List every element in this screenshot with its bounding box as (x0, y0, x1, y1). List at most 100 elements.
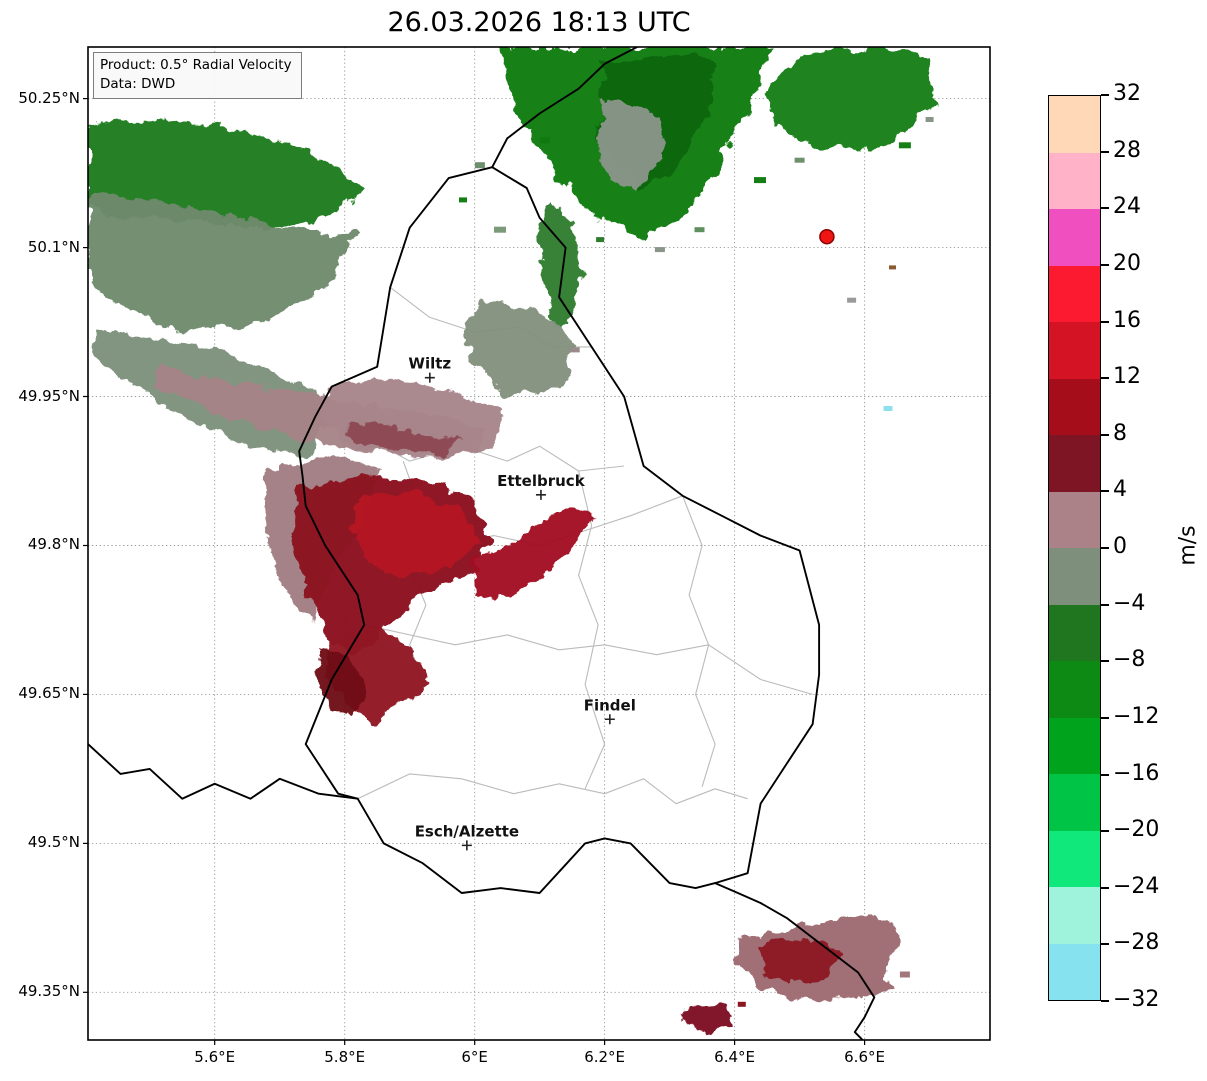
colorbar-tick-mark (1101, 1000, 1109, 1002)
colorbar-segment (1049, 604, 1100, 661)
colorbar-tick-mark (1101, 943, 1109, 946)
colorbar-tick-mark (1101, 547, 1109, 549)
city-markers: Wiltz Ettelbruck Findel Esch/Alzette (408, 355, 636, 851)
y-axis-tick-label: 49.95°N (18, 386, 80, 405)
colorbar-segment (1049, 774, 1100, 831)
radar-echo-north-gray-spot (600, 99, 666, 190)
y-axis-tick-label: 50.25°N (18, 88, 80, 107)
y-axis-tick-label: 49.8°N (27, 535, 80, 554)
colorbar-tick-mark (1101, 377, 1109, 380)
city-marker-findel (604, 714, 615, 725)
colorbar-segment (1049, 209, 1100, 266)
colorbar-segment (1049, 717, 1100, 774)
velocity-colorbar (1048, 95, 1101, 1001)
colorbar-tick-label: 8 (1113, 420, 1127, 446)
colorbar-tick-label: 0 (1113, 534, 1127, 559)
colorbar-tick-mark (1101, 207, 1109, 210)
plot-title: 26.03.2026 18:13 UTC (387, 7, 691, 38)
colorbar-segment (1049, 152, 1100, 209)
map-plot-area: Wiltz Ettelbruck Findel Esch/Alzette Produc… (83, 46, 991, 1045)
city-label-esch-alzette: Esch/Alzette (415, 822, 519, 840)
colorbar-tick-label: 28 (1113, 137, 1141, 163)
colorbar-tick-label: 12 (1113, 364, 1141, 390)
radar-echo-se-bits (678, 1004, 732, 1033)
radar-speck (474, 162, 485, 169)
colorbar-tick-mark (1101, 320, 1109, 323)
radar-speck (459, 197, 467, 203)
colorbar-tick-label: 24 (1113, 194, 1141, 220)
colorbar-tick-mark (1101, 886, 1109, 889)
colorbar-tick-mark (1101, 830, 1109, 833)
city-label-wiltz: Wiltz (408, 355, 451, 373)
radar-echo-border-green-streak (539, 199, 586, 330)
colorbar-tick-label: 16 (1113, 307, 1141, 333)
y-axis-tick-label: 50.1°N (27, 237, 80, 256)
radar-echo-storm-firebrick-core (347, 493, 482, 581)
plot-frame (87, 46, 991, 1041)
canton-boundary (682, 495, 716, 787)
colorbar-tick-label: −32 (1113, 987, 1160, 1012)
city-label-ettelbruck: Ettelbruck (497, 472, 586, 490)
colorbar-tick-mark (1101, 660, 1109, 663)
x-axis-tick-label: 6.2°E (584, 1048, 626, 1066)
y-axis-tick-label: 49.35°N (18, 982, 80, 1001)
radar-speck (883, 406, 893, 411)
colorbar-tick-label: −16 (1113, 760, 1160, 786)
colorbar-tick-mark (1101, 603, 1109, 606)
colorbar-tick-label: 32 (1113, 81, 1141, 106)
x-axis-tick-label: 6°E (461, 1048, 488, 1066)
border-france-belgium (88, 743, 359, 800)
colorbar-tick-mark (1101, 94, 1109, 96)
radar-speck (925, 117, 934, 122)
colorbar-tick-mark (1101, 773, 1109, 776)
colorbar-tick-mark (1101, 716, 1109, 719)
radar-speck (737, 1001, 746, 1007)
colorbar-tick-mark (1101, 263, 1109, 266)
radar-site-marker (819, 228, 835, 245)
colorbar-segment (1049, 322, 1100, 379)
colorbar-tick-label: −20 (1113, 817, 1160, 843)
radar-speck (898, 142, 911, 149)
colorbar-tick-label: 4 (1113, 477, 1127, 503)
radar-echo-midnorth-sage (464, 300, 575, 395)
colorbar-segment (1049, 435, 1100, 492)
data-source-label: Data: DWD (100, 75, 176, 92)
x-axis-tick-label: 5.8°E (324, 1048, 366, 1066)
colorbar-segment (1049, 887, 1100, 944)
radar-echo-wiltz-maroon-streak (344, 420, 465, 456)
radar-speck (794, 157, 805, 163)
colorbar-segment (1049, 661, 1100, 718)
product-info-box: Product: 0.5° Radial Velocity Data: DWD (93, 52, 302, 99)
x-axis-tick-label: 6.4°E (714, 1048, 756, 1066)
colorbar-segment (1049, 548, 1100, 605)
radar-echo-nw-gray-green (88, 195, 356, 330)
city-label-findel: Findel (584, 696, 636, 714)
colorbar-segment (1049, 378, 1100, 435)
axis-tick-marks (83, 97, 866, 1045)
city-marker-esch-alzette (461, 840, 472, 851)
x-axis-tick-label: 5.6°E (194, 1048, 236, 1066)
radar-site-group (819, 228, 835, 245)
x-axis-tick-label: 6.6°E (844, 1048, 885, 1066)
colorbar-tick-label: −4 (1113, 590, 1146, 616)
radar-velocity-echoes (88, 47, 935, 1033)
colorbar-tick-label: 20 (1113, 250, 1141, 276)
border-france-germany (714, 882, 876, 1040)
canton-boundary (357, 773, 748, 805)
colorbar-segment (1049, 943, 1100, 1000)
city-marker-wiltz (424, 372, 435, 383)
colorbar-unit-label: m/s (1175, 525, 1201, 566)
colorbar-tick-label: −12 (1113, 703, 1160, 729)
radar-echo-ne-green (764, 47, 935, 151)
radar-echo-specks (459, 117, 934, 1007)
product-label: Product: 0.5° Radial Velocity (100, 57, 292, 73)
canton-boundary (578, 470, 606, 790)
radar-speck (889, 265, 896, 270)
city-marker-ettelbruck (535, 489, 546, 500)
radar-speck (596, 237, 605, 243)
colorbar-tick-mark (1101, 433, 1109, 436)
radar-echo-storm-hook-arm (468, 505, 592, 597)
colorbar-segment (1049, 830, 1100, 887)
radar-echo-se-darkred (758, 937, 840, 985)
